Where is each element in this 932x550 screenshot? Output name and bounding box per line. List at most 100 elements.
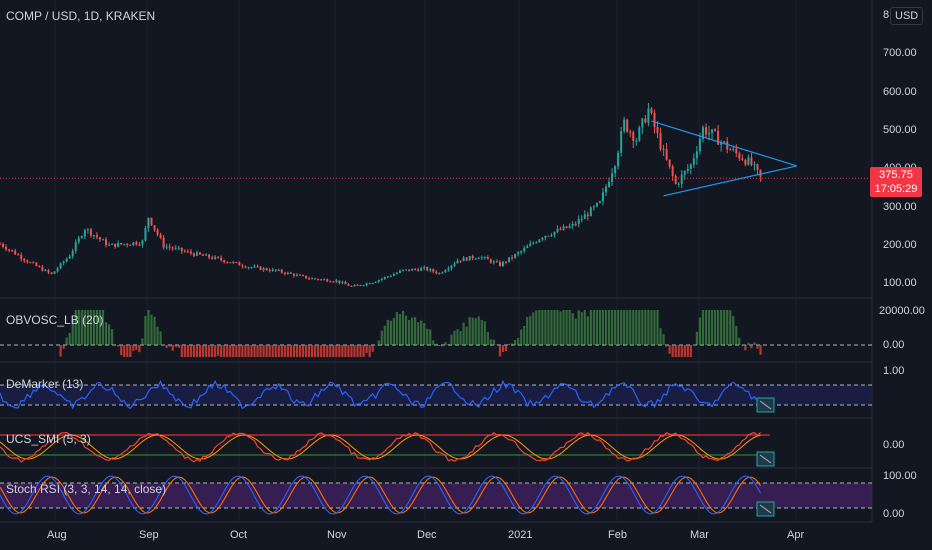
candle-body xyxy=(523,248,526,252)
candle-body xyxy=(468,256,471,261)
candle-body xyxy=(508,257,511,262)
candle-body xyxy=(147,217,150,229)
candle-body xyxy=(220,257,223,261)
candle-body xyxy=(550,235,553,237)
demarker-indicator-label[interactable]: DeMarker (13) xyxy=(6,377,84,391)
candle-body xyxy=(714,129,717,131)
smi-tick: 0.00 xyxy=(883,439,905,451)
time-tick: Aug xyxy=(47,529,67,541)
candle-body xyxy=(711,129,714,133)
candle-body xyxy=(432,269,435,272)
smi-line xyxy=(0,431,761,463)
candle-body xyxy=(623,119,626,132)
price-tick: 100.00 xyxy=(883,277,917,289)
candle-body xyxy=(738,153,741,159)
candle-body xyxy=(214,256,217,259)
candle-body xyxy=(608,181,611,187)
candle-body xyxy=(744,160,747,165)
candle-body xyxy=(601,192,604,202)
candle-body xyxy=(329,281,332,283)
candle-body xyxy=(389,275,392,277)
candle-body xyxy=(495,261,498,263)
smi-signal-line xyxy=(0,434,761,460)
candle-body xyxy=(29,262,32,264)
candle-body xyxy=(17,254,20,256)
candle-body xyxy=(371,282,374,284)
stoch-rsi-indicator-label[interactable]: Stoch RSI (3, 3, 14, 14, close) xyxy=(6,482,167,496)
candle-body xyxy=(386,276,389,278)
candle-body xyxy=(383,276,386,279)
candle-body xyxy=(747,157,750,165)
candle-body xyxy=(759,169,762,177)
price-tick: 500.00 xyxy=(883,124,917,136)
candle-body xyxy=(211,257,214,259)
obv-tick: 0.00 xyxy=(883,339,905,351)
candle-body xyxy=(256,266,259,268)
time-tick: 2021 xyxy=(508,529,533,541)
candle-body xyxy=(353,284,356,287)
candle-body xyxy=(486,256,489,260)
candle-body xyxy=(320,279,323,281)
candle-body xyxy=(338,280,341,283)
candle-body xyxy=(680,174,683,184)
smi-indicator-label[interactable]: UCS_SMI (5, 3) xyxy=(6,432,91,446)
symbol-title[interactable]: COMP / USD, 1D, KRAKEN xyxy=(6,9,156,23)
candle-body xyxy=(538,239,541,243)
obv-indicator-label[interactable]: OBVOSC_LB (20) xyxy=(6,313,104,327)
candle-body xyxy=(105,239,108,246)
candle-body xyxy=(517,252,520,255)
candle-body xyxy=(186,251,189,253)
candle-body xyxy=(544,235,547,238)
signal-marker-stroke xyxy=(759,400,772,410)
candle-body xyxy=(156,229,159,235)
candle-body xyxy=(583,214,586,219)
candle-body xyxy=(274,269,277,271)
candle-body xyxy=(238,262,241,266)
candle-body xyxy=(347,284,350,286)
candle-body xyxy=(298,274,301,276)
time-tick: Apr xyxy=(787,529,805,541)
candle-body xyxy=(68,256,71,259)
candle-body xyxy=(565,226,568,228)
candle-body xyxy=(489,259,492,263)
candle-body xyxy=(408,269,411,271)
candle-body xyxy=(535,242,538,244)
candle-body xyxy=(132,242,135,246)
candle-body xyxy=(247,267,250,269)
candle-body xyxy=(474,258,477,260)
candle-body xyxy=(405,269,408,271)
signal-marker-stroke xyxy=(759,504,772,514)
demarker-tick: 1.00 xyxy=(883,365,905,377)
candle-body xyxy=(723,141,726,143)
candle-body xyxy=(453,263,456,266)
candle-body xyxy=(14,250,17,255)
candle-body xyxy=(708,132,711,135)
candle-body xyxy=(129,244,132,246)
candle-body xyxy=(74,242,77,251)
candle-body xyxy=(259,266,262,270)
candle-body xyxy=(280,269,283,273)
time-tick: Sep xyxy=(139,529,159,541)
candle-body xyxy=(117,242,120,247)
candle-body xyxy=(95,235,98,238)
currency-button[interactable]: USD xyxy=(890,7,924,25)
candle-body xyxy=(586,214,589,217)
candle-body xyxy=(659,132,662,150)
candle-body xyxy=(71,250,74,257)
candle-body xyxy=(492,261,495,263)
candle-body xyxy=(553,231,556,236)
candle-body xyxy=(580,218,583,220)
candle-body xyxy=(526,246,529,249)
price-tick: 600.00 xyxy=(883,86,917,98)
candle-body xyxy=(735,148,738,154)
candle-body xyxy=(465,257,468,261)
signal-marker-stroke xyxy=(759,454,772,464)
candle-body xyxy=(292,273,295,276)
candle-body xyxy=(223,260,226,263)
candle-body xyxy=(420,268,423,271)
candle-body xyxy=(108,244,111,246)
demarker-line xyxy=(0,379,761,410)
candle-body xyxy=(362,285,365,287)
candle-body xyxy=(459,260,462,262)
